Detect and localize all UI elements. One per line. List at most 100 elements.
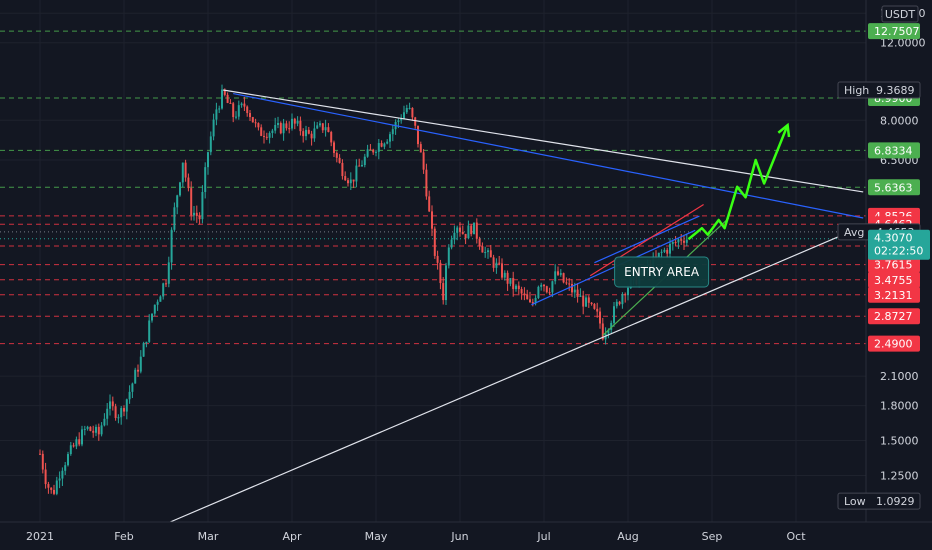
candle-body: [333, 142, 335, 153]
candle-body: [95, 426, 97, 433]
candle-body: [663, 249, 666, 252]
candle-body: [422, 152, 425, 170]
time-scale-background[interactable]: [0, 522, 932, 550]
candle-body: [559, 273, 562, 275]
projection-zigzag[interactable]: [687, 124, 789, 241]
level-price-label-bg[interactable]: [868, 142, 920, 159]
candle-body: [523, 293, 526, 295]
candle-body: [456, 227, 459, 233]
candle-body: [235, 116, 237, 118]
level-price-label-bg[interactable]: [868, 256, 920, 273]
candle-body: [363, 156, 366, 165]
candle-body: [111, 401, 114, 407]
candle-body: [669, 243, 671, 254]
lower-support[interactable]: [169, 225, 864, 523]
candle-body: [265, 136, 268, 138]
level-price-label: 2.4900: [874, 338, 913, 351]
level-price-label-bg[interactable]: [868, 308, 920, 325]
projection-path[interactable]: [687, 122, 791, 241]
level-price-label-bg[interactable]: [868, 271, 920, 288]
candle-body: [419, 144, 422, 153]
candle-body: [481, 246, 484, 253]
candle-body: [137, 369, 139, 372]
time-tick-label: Aug: [617, 530, 638, 543]
blue-trend-line[interactable]: [233, 92, 864, 219]
candle-body: [176, 195, 179, 208]
candle-body: [397, 120, 400, 122]
grid-lines: [0, 0, 866, 522]
candle-body: [671, 242, 674, 244]
candle-body: [377, 143, 380, 152]
candle-body: [288, 128, 291, 130]
candle-body: [223, 89, 226, 95]
candle-body: [39, 453, 41, 455]
candle-body: [618, 301, 621, 305]
channel-bottom[interactable]: [531, 229, 696, 306]
high-marker-bg[interactable]: [837, 81, 921, 99]
candle-body: [134, 369, 137, 384]
candle-body: [660, 251, 663, 253]
candle-body: [179, 182, 181, 196]
candle-body: [263, 135, 265, 137]
candle-body: [498, 262, 501, 264]
upper-resistance[interactable]: [223, 89, 864, 193]
candle-body: [369, 149, 372, 151]
currency-badge-bg[interactable]: [881, 5, 919, 23]
candle-body: [408, 107, 411, 109]
candle-body: [506, 272, 509, 284]
candle-body: [478, 238, 481, 247]
candle-body: [296, 120, 299, 124]
time-tick-label: Jul: [536, 530, 550, 543]
candle-body: [324, 127, 327, 131]
candle-body: [307, 129, 310, 134]
candle-body: [260, 127, 263, 136]
candle-body: [251, 117, 254, 123]
level-price-label: 6.8334: [874, 144, 913, 157]
candle-body: [184, 162, 187, 178]
candle-body: [464, 233, 467, 239]
candle-body: [123, 408, 125, 412]
annotations[interactable]: ENTRY AREA: [614, 256, 710, 288]
candles: [39, 84, 688, 496]
level-price-label: 5.6363: [874, 181, 913, 194]
candle-body: [145, 341, 148, 344]
candle-body: [391, 129, 394, 135]
red-channel-top[interactable]: [589, 204, 704, 277]
candle-body: [165, 283, 167, 285]
candle-body: [114, 406, 117, 418]
candle-body: [274, 124, 277, 131]
candle-body: [587, 297, 590, 303]
candle-body: [680, 239, 683, 241]
projection-arrowhead[interactable]: [777, 122, 791, 138]
candle-body: [156, 301, 159, 305]
candle-body: [447, 247, 450, 266]
candle-body: [218, 108, 221, 110]
candle-body: [428, 196, 431, 212]
level-price-label-bg[interactable]: [868, 335, 920, 352]
level-price-label-bg[interactable]: [868, 286, 920, 303]
candle-body: [291, 118, 293, 129]
candle-body: [97, 426, 100, 435]
candle-body: [277, 122, 279, 125]
level-price-label-bg[interactable]: [868, 179, 920, 196]
low-marker-bg[interactable]: [837, 492, 921, 510]
avg-marker-label: Avg: [844, 226, 864, 239]
level-price-label-bg[interactable]: [868, 23, 920, 40]
candle-body: [565, 282, 568, 284]
candle-body: [562, 273, 565, 283]
entry-area-box[interactable]: [614, 256, 710, 288]
time-scale-ticks: 2021 Feb Mar Apr May Jun Jul Aug Sep Oct: [26, 530, 806, 543]
drawn-trend-lines[interactable]: [169, 89, 864, 523]
candle-body: [501, 263, 503, 278]
candle-body: [579, 295, 582, 297]
price-tick-label: 1.8000: [880, 400, 919, 413]
candle-body: [484, 252, 487, 254]
horizontal-levels[interactable]: [0, 30, 866, 345]
channel-top[interactable]: [594, 215, 700, 264]
current-price-bg[interactable]: [868, 229, 930, 260]
candle-body: [548, 292, 551, 294]
low-marker-value: 1.0929: [876, 495, 915, 508]
candle-body: [473, 222, 475, 235]
candle-body: [585, 297, 587, 307]
